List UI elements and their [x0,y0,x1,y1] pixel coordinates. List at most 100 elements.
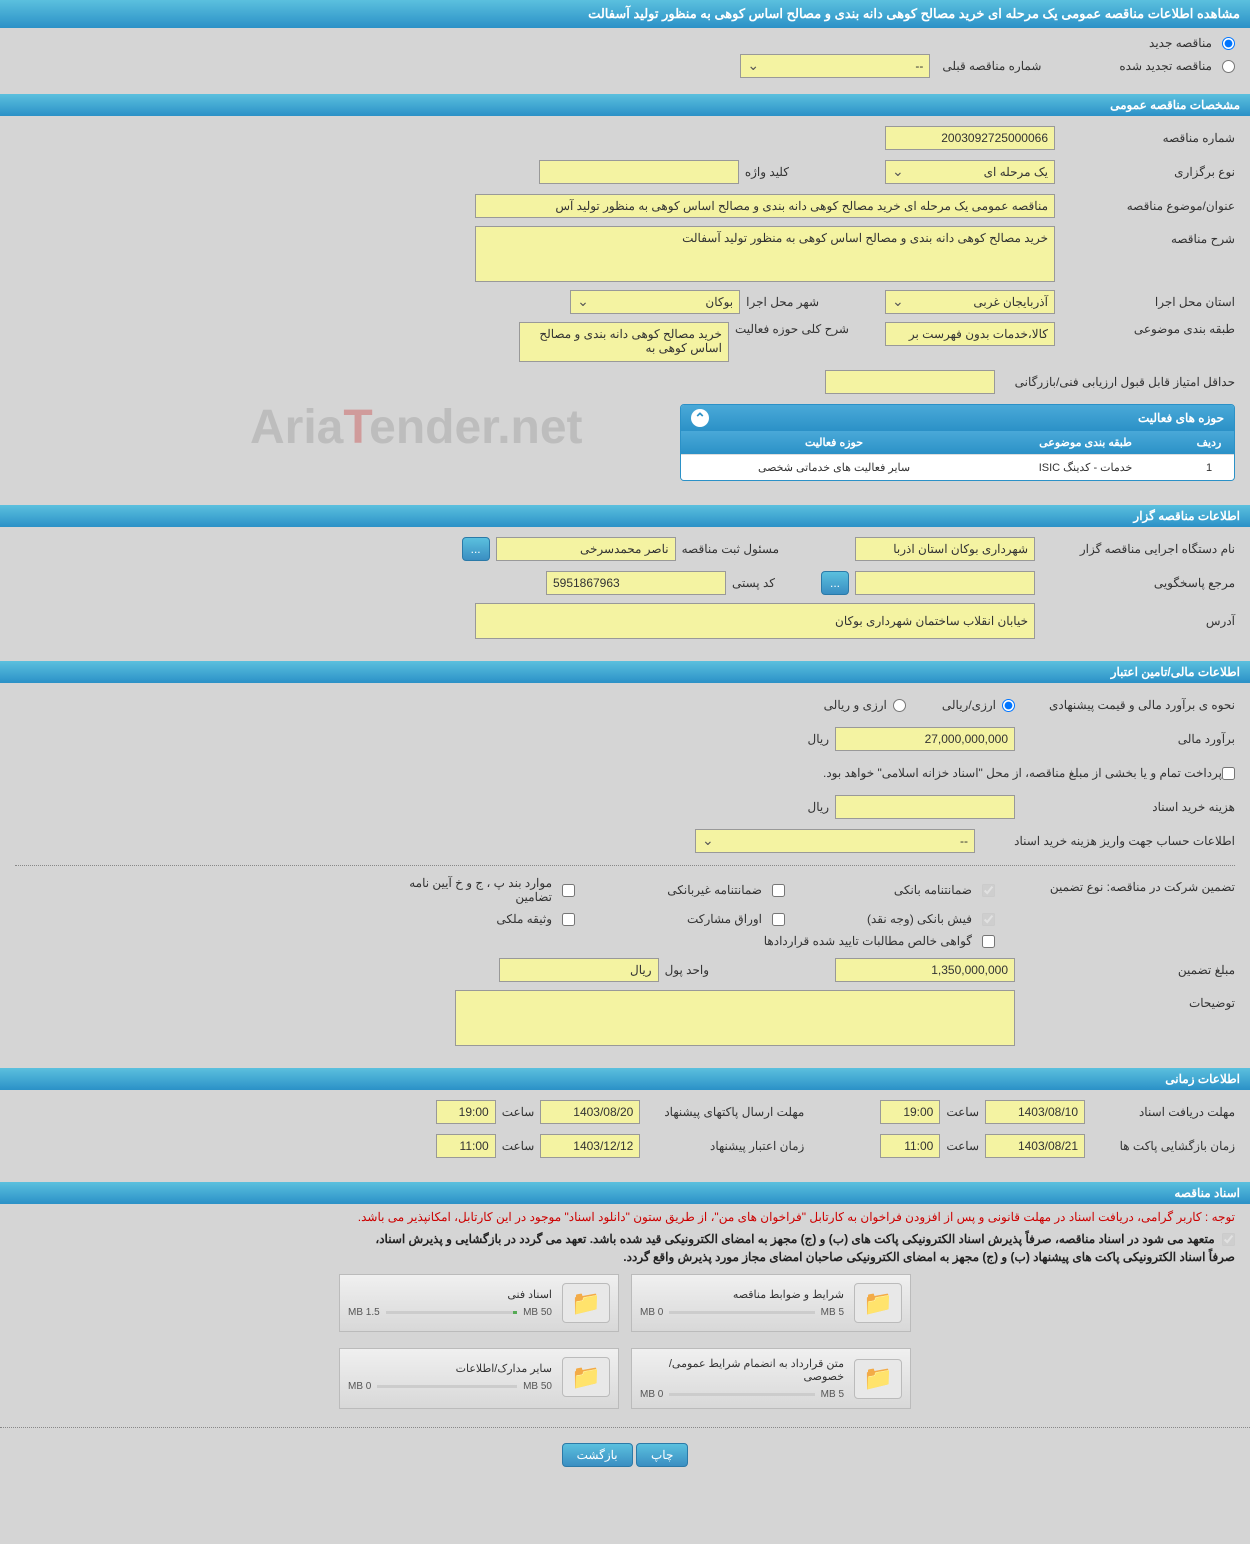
currency-unit-label: واحد پول [659,963,715,977]
col-cat: طبقه بندی موضوعی [987,431,1184,455]
doc-card[interactable]: 📁 متن قرارداد به انضمام شرایط عمومی/خصوص… [631,1348,911,1409]
timing-fields: مهلت دریافت اسناد 1403/08/10 ساعت 19:00 … [0,1090,1250,1174]
col-scope: حوزه فعالیت [681,431,987,455]
title-label: عنوان/موضوع مناقصه [1055,199,1235,213]
doc-card[interactable]: 📁 شرایط و ضوابط مناقصه 5 MB 0 MB [631,1274,911,1332]
back-button[interactable]: بازگشت [562,1443,633,1467]
hour-label-3: ساعت [940,1139,985,1153]
resp-label: مرجع پاسخگویی [1035,576,1235,590]
financial-fields: نحوه ی برآورد مالی و قیمت پیشنهادی ارزی/… [0,683,1250,1060]
cb-guarantee-cases[interactable] [562,884,575,897]
cb-bank-guarantee[interactable] [982,884,995,897]
activity-header: حوزه های فعالیت ⌃ [681,405,1234,431]
cb-securities[interactable] [772,913,785,926]
collapse-icon[interactable]: ⌃ [691,409,709,427]
cell-scope: سایر فعالیت های خدماتی شخصی [681,455,987,481]
doc-fee-field[interactable] [835,795,1015,819]
radio-new-tender[interactable] [1222,37,1235,50]
resp-field[interactable] [855,571,1035,595]
folder-icon: 📁 [854,1283,902,1323]
doc-cap: 5 MB [821,1389,844,1400]
scope-field[interactable]: خرید مصالح کوهی دانه بندی و مصالح اساس ک… [519,322,729,362]
open-hour[interactable]: 11:00 [880,1134,940,1158]
doc-deadline-label: مهلت دریافت اسناد [1085,1105,1235,1119]
doc-title: اسناد فنی [348,1288,552,1301]
desc-field[interactable]: خرید مصالح کوهی دانه بندی و مصالح اساس ک… [475,226,1055,282]
exec-label: نام دستگاه اجرایی مناقصه گزار [1035,542,1235,556]
treasury-checkbox[interactable] [1222,767,1235,780]
docs-note-1: متعهد می شود در اسناد مناقصه، صرفاً پذیر… [0,1230,1250,1248]
radio-rial[interactable] [1002,699,1015,712]
doc-used: 0 MB [640,1389,663,1400]
doc-used: 0 MB [348,1381,371,1392]
account-label: اطلاعات حساب جهت واریز هزینه خرید اسناد [975,834,1235,848]
commit-checkbox[interactable] [1222,1233,1235,1246]
general-fields: شماره مناقصه 2003092725000066 نوع برگزار… [0,116,1250,497]
type-select[interactable]: یک مرحله ای [885,160,1055,184]
guarantee-type-label: تضمین شرکت در مناقصه: نوع تضمین [1015,876,1235,894]
doc-deadline-hour[interactable]: 19:00 [880,1100,940,1124]
page-title: مشاهده اطلاعات مناقصه عمومی یک مرحله ای … [0,0,1250,28]
keyword-field[interactable] [539,160,739,184]
doc-used: 1.5 MB [348,1307,380,1318]
title-field[interactable]: مناقصه عمومی یک مرحله ای خرید مصالح کوهی… [475,194,1055,218]
province-label: استان محل اجرا [1055,295,1235,309]
footer: چاپ بازگشت [0,1427,1250,1482]
city-select[interactable]: بوکان [570,290,740,314]
rial-unit: ریال [801,732,835,746]
docs-note-1-text: متعهد می شود در اسناد مناقصه، صرفاً پذیر… [375,1232,1214,1246]
radio-renewed-label: مناقصه تجدید شده [1119,59,1212,73]
radio-renewed-tender[interactable] [1222,60,1235,73]
docs-note-2: صرفاً اسناد الکترونیکی پاکت های پیشنهاد … [0,1248,1250,1266]
cb-cash-receipt[interactable] [982,913,995,926]
doc-deadline-date[interactable]: 1403/08/10 [985,1100,1085,1124]
min-score-label: حداقل امتیاز قابل قبول ارزیابی فنی/بازرگ… [995,375,1235,389]
cb-net-claims[interactable] [982,935,995,948]
scope-label: شرح کلی حوزه فعالیت [729,322,855,336]
doc-card[interactable]: 📁 سایر مدارک/اطلاعات 50 MB 0 MB [339,1348,619,1409]
doc-title: متن قرارداد به انضمام شرایط عمومی/خصوصی [640,1357,844,1383]
cb-property[interactable] [562,913,575,926]
print-button[interactable]: چاپ [636,1443,688,1467]
open-label: زمان بازگشایی پاکت ها [1085,1139,1235,1153]
prev-tender-no-select[interactable]: -- [740,54,930,78]
send-deadline-hour[interactable]: 19:00 [436,1100,496,1124]
send-deadline-label: مهلت ارسال پاکتهای پیشنهاد [640,1105,810,1119]
validity-date[interactable]: 1403/12/12 [540,1134,640,1158]
category-field[interactable]: کالا،خدمات بدون فهرست بر [885,322,1055,346]
type-label: نوع برگزاری [1055,165,1235,179]
cell-n: 1 [1184,455,1234,481]
rial-unit-2: ریال [801,800,835,814]
docs-row-1: 📁 شرایط و ضوابط مناقصه 5 MB 0 MB 📁 اسناد… [0,1266,1250,1340]
cb-cash-receipt-label: فیش بانکی (وجه نقد) [867,912,972,926]
cb-nonbank-guarantee-label: ضمانتنامه غیربانکی [667,883,762,897]
section-docs: اسناد مناقصه [0,1182,1250,1204]
reg-more-button[interactable]: ... [462,537,490,561]
cb-bank-guarantee-label: ضمانتنامه بانکی [894,883,972,897]
radio-new-label: مناقصه جدید [1149,36,1212,50]
address-field[interactable]: خیابان انقلاب ساختمان شهرداری بوکان [475,603,1035,639]
folder-icon: 📁 [562,1357,610,1397]
estimate-mode-label: نحوه ی برآورد مالی و قیمت پیشنهادی [1015,698,1235,712]
opt-both: ارزی و ریالی [818,698,893,712]
resp-more-button[interactable]: ... [821,571,849,595]
send-deadline-date[interactable]: 1403/08/20 [540,1100,640,1124]
doc-card[interactable]: 📁 اسناد فنی 50 MB 1.5 MB [339,1274,619,1332]
min-score-field[interactable] [825,370,995,394]
docs-note-red: توجه : کاربر گرامی، دریافت اسناد در مهلت… [0,1204,1250,1230]
section-organizer: اطلاعات مناقصه گزار [0,505,1250,527]
validity-hour[interactable]: 11:00 [436,1134,496,1158]
cb-nonbank-guarantee[interactable] [772,884,785,897]
postal-field: 5951867963 [546,571,726,595]
radio-both[interactable] [893,699,906,712]
activity-table: ردیف طبقه بندی موضوعی حوزه فعالیت 1 خدما… [681,431,1234,480]
cb-securities-label: اوراق مشارکت [687,912,762,926]
open-date[interactable]: 1403/08/21 [985,1134,1085,1158]
address-label: آدرس [1035,614,1235,628]
reg-label: مسئول ثبت مناقصه [676,542,785,556]
province-select[interactable]: آذربایجان غربی [885,290,1055,314]
col-row: ردیف [1184,431,1234,455]
account-select[interactable]: -- [695,829,975,853]
notes-field[interactable] [455,990,1015,1046]
guarantee-checkbox-grid: ضمانتنامه بانکی ضمانتنامه غیربانکی موارد… [395,876,995,948]
